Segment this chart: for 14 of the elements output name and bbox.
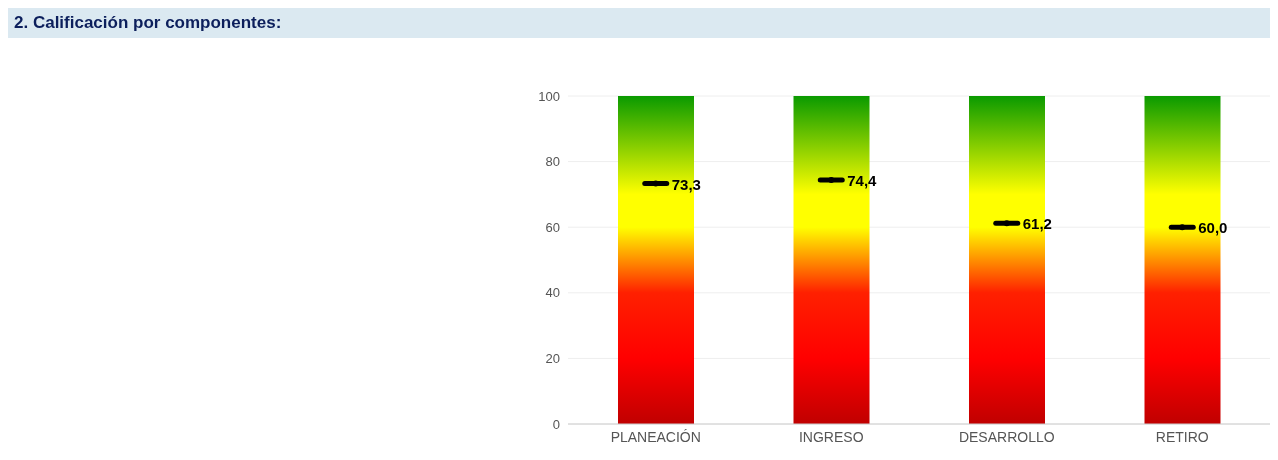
text: 2. Calificación por componentes: [8,8,1270,38]
y-tick-label: 0 [552,416,560,432]
point [1003,220,1010,227]
point [828,176,835,183]
y-tick-label: 100 [538,88,560,104]
x-tick-label: RETIRO [1155,428,1209,445]
point [1179,224,1186,231]
y-tick-label: 80 [545,154,560,170]
y-tick-label: 60 [545,219,560,235]
x-tick-label: DESARROLLO [958,428,1055,445]
y-tick-label: 40 [545,285,560,301]
y-tick-label: 20 [545,351,560,367]
x-tick-label: INGRESO [798,428,864,445]
x-tick-label: PLANEACIÓN [610,428,701,445]
